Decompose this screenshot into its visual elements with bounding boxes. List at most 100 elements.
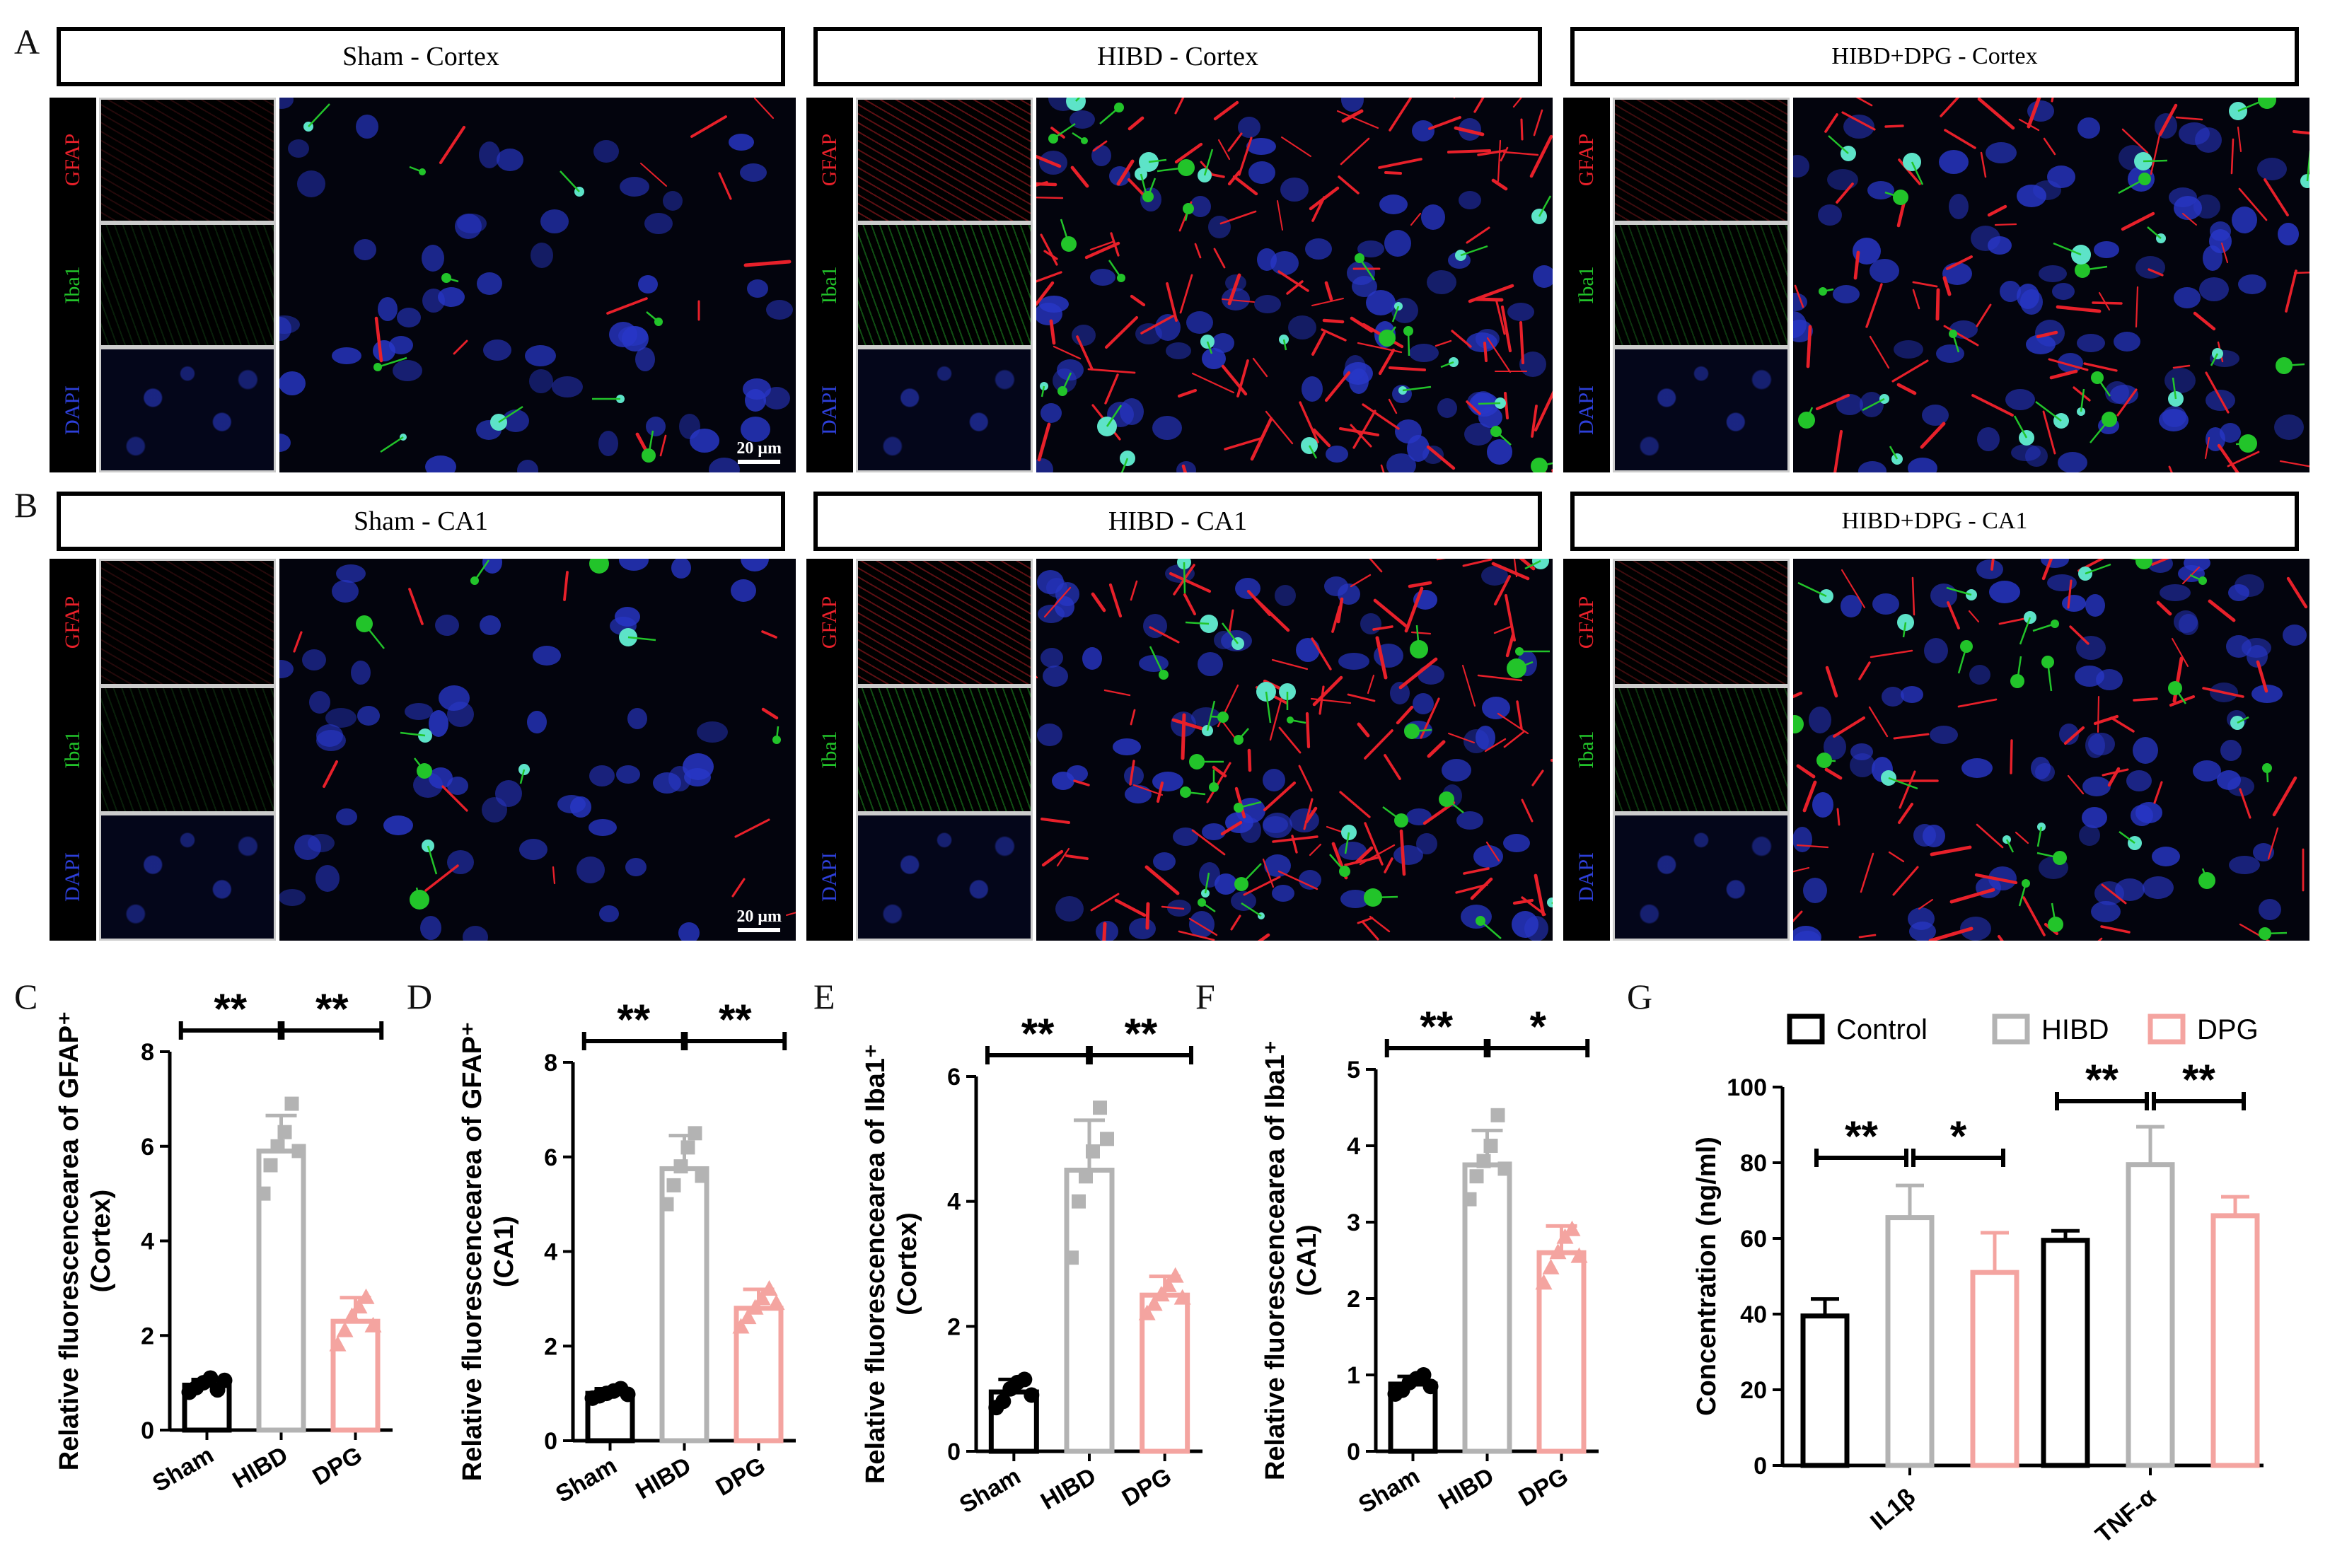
data-point bbox=[1024, 1387, 1040, 1403]
channel-label-dapi: DAPI bbox=[50, 813, 96, 941]
y-tick-label: 40 bbox=[1740, 1301, 1767, 1328]
channel-thumbnail-dapi bbox=[99, 813, 276, 941]
data-point bbox=[1476, 1154, 1491, 1168]
bar-dpg bbox=[330, 1318, 381, 1433]
data-point bbox=[291, 1144, 306, 1158]
significance-label: ** bbox=[2182, 1056, 2215, 1103]
data-point bbox=[1535, 1274, 1553, 1290]
channel-label-gfap: GFAP bbox=[50, 559, 96, 686]
y-tick-label: 0 bbox=[1754, 1453, 1767, 1480]
panel-label-b: B bbox=[14, 485, 38, 525]
data-point bbox=[1166, 1267, 1184, 1283]
y-tick-label: 60 bbox=[1740, 1226, 1767, 1253]
scale-bar: 20 μm bbox=[736, 907, 782, 932]
bar-control-0 bbox=[1800, 1313, 1850, 1468]
significance-label: ** bbox=[214, 985, 247, 1033]
micrograph-title-sham: Sham - CA1 bbox=[57, 492, 785, 551]
y-tick-label: 100 bbox=[1727, 1074, 1767, 1101]
significance-label: ** bbox=[1420, 1003, 1453, 1050]
significance-label: ** bbox=[617, 996, 650, 1043]
channel-thumbnail-gfap bbox=[1613, 559, 1790, 686]
data-point bbox=[1152, 1286, 1170, 1302]
channel-label-iba1: Iba1 bbox=[50, 222, 96, 348]
data-point bbox=[216, 1372, 233, 1388]
merged-micrograph-sham: 20 μm bbox=[279, 98, 796, 472]
channel-thumbnail-gfap bbox=[99, 559, 276, 686]
channel-thumbnail-iba1 bbox=[856, 222, 1033, 348]
channel-label-iba1: Iba1 bbox=[1563, 686, 1610, 813]
micrograph-title-sham: Sham - Cortex bbox=[57, 27, 785, 86]
data-point bbox=[746, 1299, 764, 1315]
panel-label-a: A bbox=[14, 22, 40, 62]
data-point bbox=[364, 1316, 382, 1332]
merged-micrograph-dpg bbox=[1793, 559, 2309, 941]
y-tick-label: 4 bbox=[141, 1229, 154, 1255]
data-point bbox=[202, 1370, 219, 1386]
channel-label-strip: GFAP Iba1 DAPI bbox=[1563, 98, 1610, 472]
significance-label: ** bbox=[315, 985, 349, 1033]
panel-label-d: D bbox=[407, 977, 433, 1016]
data-point bbox=[767, 1294, 785, 1311]
bar-control-1 bbox=[2041, 1238, 2090, 1468]
x-category-label: DPG bbox=[1118, 1463, 1176, 1512]
data-point bbox=[343, 1307, 361, 1323]
data-point bbox=[680, 1140, 695, 1155]
data-point bbox=[357, 1288, 375, 1304]
data-point bbox=[1079, 1169, 1093, 1184]
channel-thumbnail-dapi bbox=[856, 347, 1033, 472]
channel-label-strip: GFAP Iba1 DAPI bbox=[50, 98, 96, 472]
channel-thumbnail-dapi bbox=[1613, 347, 1790, 472]
data-point bbox=[1570, 1247, 1588, 1263]
y-axis-label: Relative fluorescencearea of GFAP⁺ bbox=[54, 1011, 84, 1470]
micrograph-title-dpg: HIBD+DPG - Cortex bbox=[1570, 27, 2299, 86]
channel-thumbnail-iba1 bbox=[856, 686, 1033, 813]
scale-bar: 20 μm bbox=[736, 439, 782, 464]
channel-label-dapi: DAPI bbox=[806, 813, 853, 941]
data-point bbox=[256, 1186, 271, 1201]
y-tick-label: 2 bbox=[141, 1323, 154, 1349]
legend-label-dpg: DPG bbox=[2197, 1014, 2259, 1045]
x-category-label: Sham bbox=[148, 1441, 218, 1497]
channel-label-dapi: DAPI bbox=[1563, 813, 1610, 941]
y-tick-label: 0 bbox=[1347, 1439, 1360, 1465]
x-category-label: DPG bbox=[1514, 1463, 1573, 1512]
channel-label-dapi: DAPI bbox=[50, 347, 96, 472]
data-point bbox=[1145, 1295, 1163, 1311]
channel-thumbnail-dapi bbox=[856, 813, 1033, 941]
panel-label-f: F bbox=[1195, 977, 1215, 1016]
y-tick-label: 4 bbox=[947, 1189, 961, 1216]
data-point bbox=[1173, 1289, 1191, 1305]
x-category-label: HIBD bbox=[632, 1452, 696, 1504]
legend-label-hibd: HIBD bbox=[2041, 1014, 2109, 1045]
y-tick-label: 2 bbox=[1347, 1286, 1360, 1313]
x-category-label: Sham bbox=[1354, 1463, 1424, 1518]
channel-label-gfap: GFAP bbox=[806, 559, 853, 686]
merged-micrograph-hibd bbox=[1036, 559, 1553, 941]
data-point bbox=[732, 1318, 750, 1334]
y-axis-label: Relative fluorescencearea of Iba1⁺ bbox=[1260, 1040, 1290, 1480]
data-point bbox=[995, 1393, 1012, 1410]
data-point bbox=[1483, 1139, 1498, 1153]
channel-label-iba1: Iba1 bbox=[50, 686, 96, 813]
significance-label: ** bbox=[2085, 1056, 2119, 1103]
data-point bbox=[1072, 1194, 1086, 1209]
x-category-label: DPG bbox=[712, 1452, 770, 1502]
y-tick-label: 3 bbox=[1347, 1209, 1360, 1236]
significance-label: ** bbox=[1845, 1113, 1878, 1160]
y-tick-label: 1 bbox=[1347, 1362, 1360, 1389]
y-tick-label: 6 bbox=[141, 1134, 154, 1161]
panel-label-e: E bbox=[813, 977, 835, 1016]
panel-label-c: C bbox=[14, 977, 38, 1016]
data-point bbox=[739, 1308, 757, 1325]
x-category-label: HIBD bbox=[1434, 1463, 1499, 1515]
data-point bbox=[1415, 1367, 1432, 1383]
data-point bbox=[284, 1096, 299, 1111]
data-point bbox=[1159, 1276, 1177, 1292]
y-tick-label: 8 bbox=[141, 1039, 154, 1066]
y-tick-label: 8 bbox=[544, 1050, 557, 1076]
y-tick-label: 4 bbox=[1347, 1133, 1360, 1160]
y-tick-label: 6 bbox=[947, 1064, 961, 1091]
data-point bbox=[277, 1125, 292, 1139]
legend-swatch-hibd bbox=[1992, 1014, 2030, 1045]
significance-label: ** bbox=[719, 996, 752, 1043]
